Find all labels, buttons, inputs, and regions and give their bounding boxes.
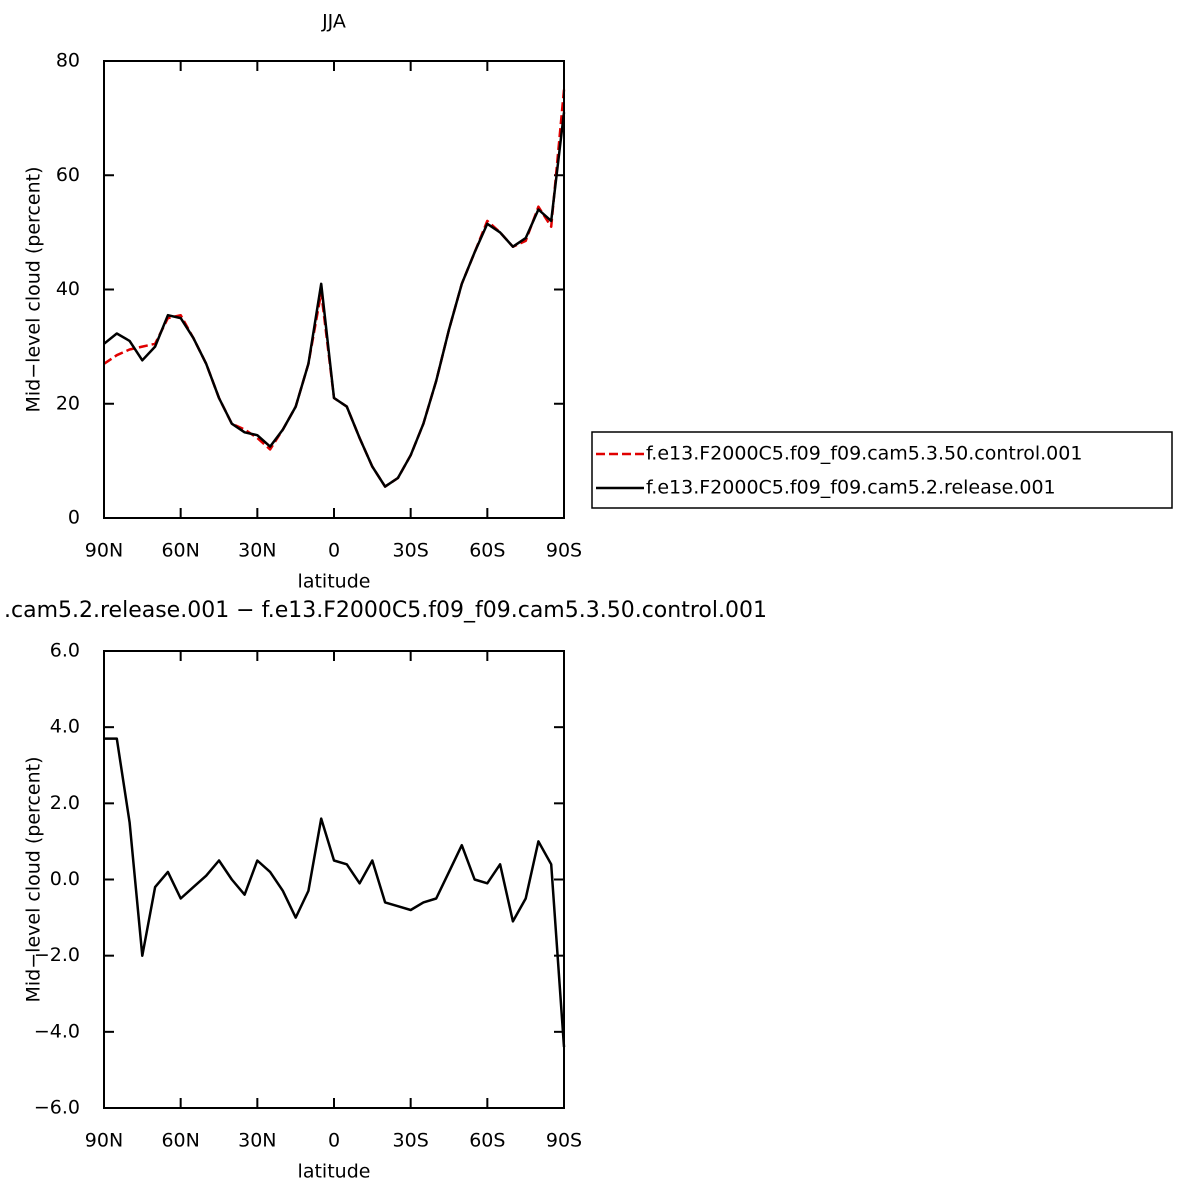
data-line xyxy=(104,737,566,1048)
y-tick-label: 0.0 xyxy=(50,868,80,890)
chart-title: .cam5.2.release.001 − f.e13.F2000C5.f09_… xyxy=(4,598,767,623)
plot-frame xyxy=(103,60,565,519)
x-tick-label: 30S xyxy=(393,540,429,562)
y-tick-label: −4.0 xyxy=(34,1020,80,1042)
data-line xyxy=(103,89,566,488)
y-tick-label: 80 xyxy=(56,50,80,72)
y-tick-label: 4.0 xyxy=(50,716,80,738)
legend-label: f.e13.F2000C5.f09_f09.cam5.2.release.001 xyxy=(646,477,1056,499)
x-axis-label: latitude xyxy=(298,571,371,593)
data-line xyxy=(103,112,566,488)
y-tick-label: −6.0 xyxy=(34,1097,80,1119)
x-tick-label: 60N xyxy=(161,1130,199,1152)
y-axis-label: Mid−level cloud (percent) xyxy=(23,757,45,1003)
x-tick-label: 60N xyxy=(161,540,199,562)
y-tick-label: 20 xyxy=(56,392,80,414)
legend-label: f.e13.F2000C5.f09_f09.cam5.3.50.control.… xyxy=(646,443,1082,465)
x-tick-label: 90N xyxy=(85,1130,123,1152)
x-tick-label: 60S xyxy=(469,540,505,562)
y-tick-label: 40 xyxy=(56,278,80,300)
y-tick-label: −2.0 xyxy=(34,944,80,966)
x-tick-label: 30N xyxy=(238,1130,276,1152)
x-tick-label: 90S xyxy=(546,1130,582,1152)
x-tick-label: 90N xyxy=(85,540,123,562)
x-axis-label: latitude xyxy=(298,1161,371,1183)
y-axis-label: Mid−level cloud (percent) xyxy=(23,167,45,413)
x-tick-label: 0 xyxy=(328,540,340,562)
y-tick-label: 60 xyxy=(56,164,80,186)
x-tick-label: 30N xyxy=(238,540,276,562)
y-tick-label: 2.0 xyxy=(50,792,80,814)
chart-title: JJA xyxy=(321,11,346,33)
y-tick-label: 0 xyxy=(68,507,80,529)
x-tick-label: 90S xyxy=(546,540,582,562)
plot-frame xyxy=(103,650,565,1109)
x-tick-label: 60S xyxy=(469,1130,505,1152)
x-tick-label: 30S xyxy=(393,1130,429,1152)
legend-box xyxy=(591,431,1173,509)
y-tick-label: 6.0 xyxy=(50,640,80,662)
x-tick-label: 0 xyxy=(328,1130,340,1152)
